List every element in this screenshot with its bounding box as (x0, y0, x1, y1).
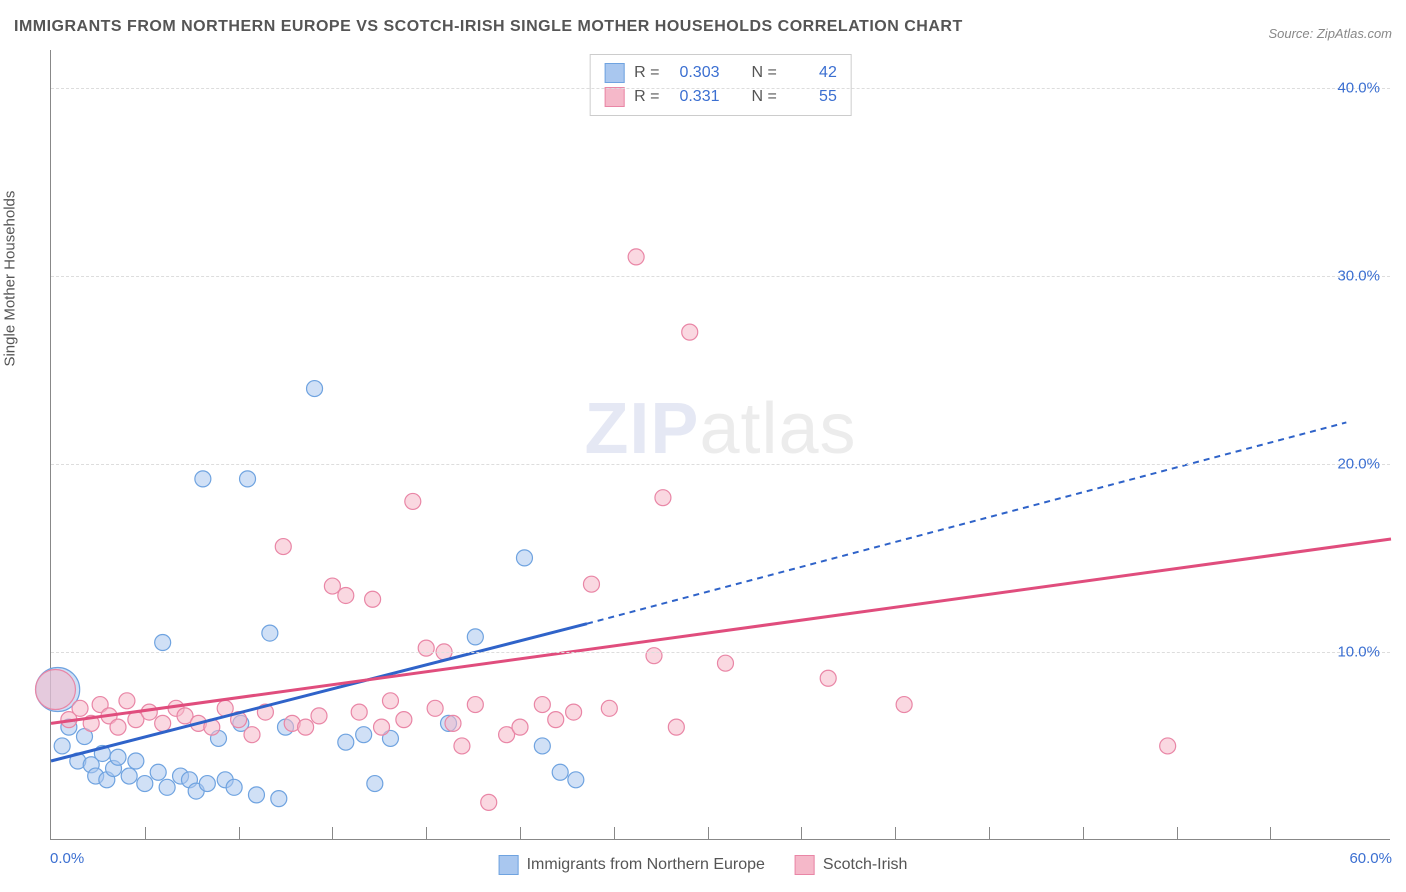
scatter-point (467, 697, 483, 713)
scatter-point (512, 719, 528, 735)
scatter-point (405, 493, 421, 509)
scatter-point (271, 791, 287, 807)
scatter-point (121, 768, 137, 784)
scatter-point (534, 697, 550, 713)
x-tick-mark (1177, 827, 1178, 839)
scatter-point (275, 539, 291, 555)
legend-series-item: Scotch-Irish (795, 855, 907, 875)
x-tick-label-max: 60.0% (1349, 850, 1392, 867)
legend-series-name: Scotch-Irish (823, 856, 907, 874)
scatter-point (646, 648, 662, 664)
scatter-point (655, 490, 671, 506)
scatter-point (226, 779, 242, 795)
y-axis-label: Single Mother Households (2, 191, 19, 367)
scatter-point (454, 738, 470, 754)
x-tick-mark (614, 827, 615, 839)
scatter-point (199, 776, 215, 792)
scatter-point (195, 471, 211, 487)
trend-line-dashed (587, 422, 1346, 623)
scatter-point (338, 587, 354, 603)
scatter-point (150, 764, 166, 780)
scatter-point (367, 776, 383, 792)
scatter-point (548, 712, 564, 728)
scatter-point (119, 693, 135, 709)
x-tick-mark (426, 827, 427, 839)
x-tick-label-min: 0.0% (50, 850, 84, 867)
scatter-point (552, 764, 568, 780)
scatter-point (262, 625, 278, 641)
scatter-point (155, 635, 171, 651)
legend-swatch-icon (795, 855, 815, 875)
y-tick-label: 30.0% (1337, 267, 1380, 284)
scatter-point (365, 591, 381, 607)
scatter-point (137, 776, 153, 792)
scatter-point (298, 719, 314, 735)
scatter-point (159, 779, 175, 795)
trend-line (51, 539, 1391, 723)
scatter-point (351, 704, 367, 720)
scatter-point (72, 700, 88, 716)
scatter-plot-svg (51, 50, 1390, 839)
chart-plot-area: ZIPatlas R =0.303N =42R =0.331N =55 10.0… (50, 50, 1390, 840)
x-tick-mark (989, 827, 990, 839)
gridline-horizontal (51, 652, 1390, 653)
scatter-point (374, 719, 390, 735)
scatter-point (668, 719, 684, 735)
scatter-point (382, 693, 398, 709)
scatter-point (128, 753, 144, 769)
scatter-point (110, 749, 126, 765)
scatter-point (240, 471, 256, 487)
scatter-point (338, 734, 354, 750)
scatter-point (311, 708, 327, 724)
scatter-point (418, 640, 434, 656)
scatter-point (244, 727, 260, 743)
scatter-point (467, 629, 483, 645)
scatter-point (516, 550, 532, 566)
legend-series-item: Immigrants from Northern Europe (499, 855, 765, 875)
scatter-point (534, 738, 550, 754)
scatter-point (445, 715, 461, 731)
scatter-point (568, 772, 584, 788)
legend-series-name: Immigrants from Northern Europe (527, 856, 765, 874)
scatter-point (481, 794, 497, 810)
scatter-point (54, 738, 70, 754)
x-tick-mark (801, 827, 802, 839)
scatter-point (427, 700, 443, 716)
chart-title: IMMIGRANTS FROM NORTHERN EUROPE VS SCOTC… (14, 18, 963, 36)
scatter-point (248, 787, 264, 803)
scatter-point (820, 670, 836, 686)
x-tick-mark (520, 827, 521, 839)
x-tick-mark (1270, 827, 1271, 839)
series-legend: Immigrants from Northern Europe Scotch-Ir… (499, 855, 908, 875)
scatter-point (155, 715, 171, 731)
scatter-point (1160, 738, 1176, 754)
x-tick-mark (708, 827, 709, 839)
scatter-point (717, 655, 733, 671)
source-attribution: Source: ZipAtlas.com (1268, 26, 1392, 41)
legend-swatch-icon (499, 855, 519, 875)
x-tick-mark (895, 827, 896, 839)
x-tick-mark (239, 827, 240, 839)
scatter-point (682, 324, 698, 340)
scatter-point (583, 576, 599, 592)
gridline-horizontal (51, 464, 1390, 465)
scatter-point (396, 712, 412, 728)
y-tick-label: 10.0% (1337, 643, 1380, 660)
y-tick-label: 40.0% (1337, 79, 1380, 96)
scatter-point (110, 719, 126, 735)
scatter-point (628, 249, 644, 265)
scatter-point (35, 670, 75, 710)
scatter-point (356, 727, 372, 743)
y-tick-label: 20.0% (1337, 455, 1380, 472)
scatter-point (324, 578, 340, 594)
x-tick-mark (1083, 827, 1084, 839)
scatter-point (896, 697, 912, 713)
x-tick-mark (332, 827, 333, 839)
scatter-point (307, 381, 323, 397)
scatter-point (601, 700, 617, 716)
scatter-point (566, 704, 582, 720)
gridline-horizontal (51, 276, 1390, 277)
gridline-horizontal (51, 88, 1390, 89)
x-tick-mark (145, 827, 146, 839)
